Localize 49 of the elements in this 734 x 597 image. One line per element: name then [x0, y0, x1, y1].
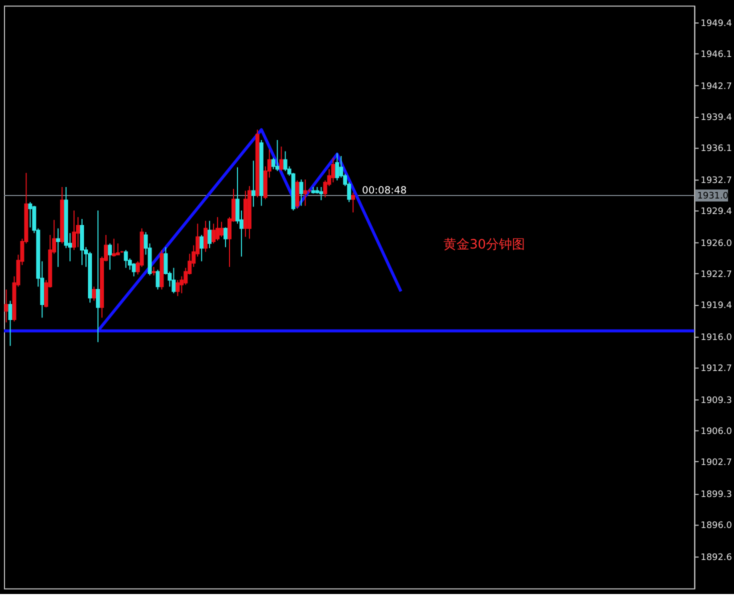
candlestick — [331, 157, 336, 183]
y-tick-label: 1946.1 — [700, 50, 732, 60]
y-tick-label: 1916.0 — [700, 332, 732, 343]
candlestick — [124, 250, 128, 268]
y-tick-label: 1902.7 — [700, 458, 732, 468]
y-tick-label: 1922.7 — [700, 270, 732, 280]
candlestick — [216, 216, 220, 242]
candlestick — [279, 146, 284, 172]
y-tick-label: 1942.7 — [700, 82, 732, 92]
candlestick — [335, 152, 340, 181]
candlestick — [295, 180, 300, 210]
y-tick-label: 1899.3 — [700, 490, 732, 500]
candlestick — [204, 220, 208, 252]
candlestick — [251, 160, 256, 208]
y-tick-label: 1912.7 — [700, 364, 732, 374]
y-tick-label: 1939.4 — [700, 112, 732, 123]
y-tick-label: 1932.7 — [700, 176, 732, 186]
y-tick-label: 1892.6 — [700, 552, 732, 563]
candlestick — [283, 150, 288, 172]
candlestick — [72, 210, 76, 250]
candlestick — [200, 234, 204, 262]
candlestick — [220, 221, 224, 238]
y-tick-label: 1936.1 — [700, 144, 732, 154]
candlestick — [176, 280, 180, 297]
y-tick-label: 1929.4 — [700, 206, 732, 217]
candlestick — [108, 242, 112, 270]
candlestick — [112, 238, 116, 258]
ref-line-label: 1931.0 — [697, 191, 729, 202]
candlestick — [4, 288, 8, 323]
candlestick — [116, 242, 120, 256]
candlestick — [56, 228, 60, 268]
candlestick — [132, 262, 136, 277]
y-tick-label: 1919.4 — [700, 301, 732, 311]
y-tick-label: 1909.3 — [700, 396, 732, 406]
annotation: 00:08:48 — [362, 186, 407, 197]
candlestick — [92, 286, 96, 302]
y-tick-label: 1926.0 — [700, 238, 732, 249]
candlestick — [319, 186, 324, 201]
annotation: 黄金30分钟图 — [444, 237, 526, 252]
candlestick — [224, 226, 228, 248]
y-tick-label: 1896.0 — [700, 520, 732, 531]
candlestick — [275, 140, 280, 172]
candlestick — [208, 220, 212, 249]
candlestick — [172, 267, 176, 294]
candlestick — [351, 192, 356, 213]
candlestick — [299, 178, 304, 206]
candlestick — [96, 210, 100, 343]
y-tick-label: 1949.4 — [700, 18, 732, 29]
y-tick-label: 1906.0 — [700, 426, 732, 437]
